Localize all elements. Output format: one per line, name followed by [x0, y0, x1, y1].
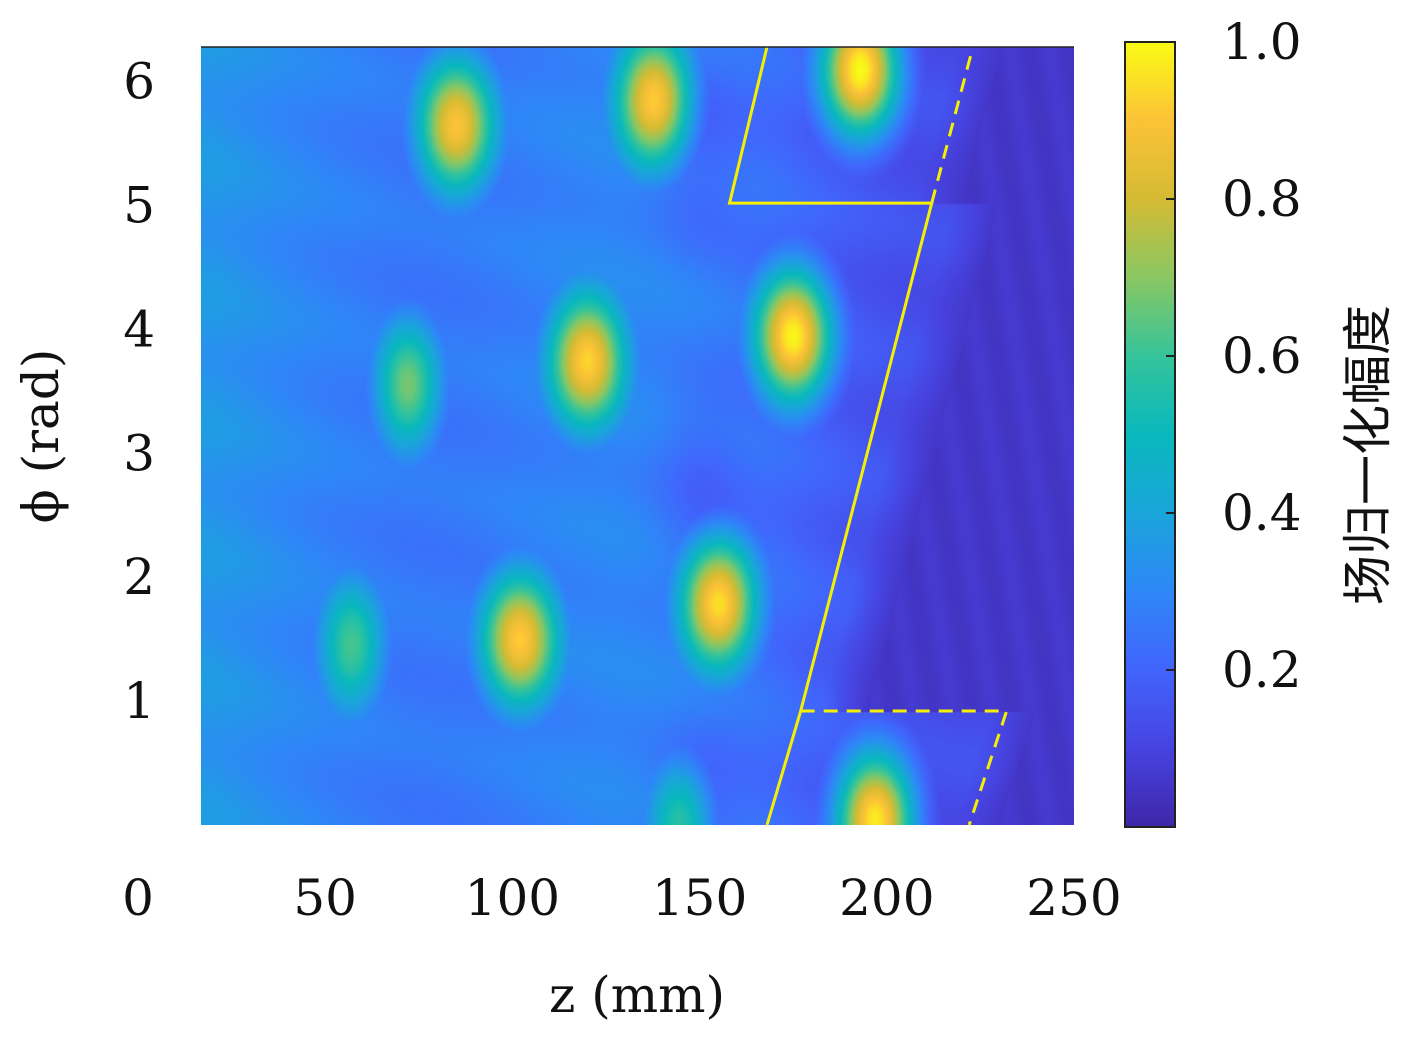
colorbar-title: 场归一化幅度	[1339, 305, 1397, 605]
heatmap-image	[201, 47, 1074, 825]
y-tick-label: 5	[123, 177, 155, 235]
colorbar: 0.2 0.4 0.6 0.8 1.0 场归一化幅度	[1124, 13, 1397, 828]
y-axis-ticks: 1 2 3 4 5 6	[123, 53, 155, 730]
x-tick-label: 50	[293, 869, 357, 927]
x-tick-label: 0	[122, 869, 154, 927]
colorbar-ticks: 0.2 0.4 0.6 0.8 1.0	[1166, 13, 1302, 699]
y-tick-label: 6	[123, 53, 155, 111]
colorbar-gradient	[1124, 41, 1176, 828]
colorbar-tick-label: 0.6	[1222, 327, 1302, 385]
x-axis-title: z (mm)	[549, 966, 725, 1024]
colorbar-tick-label: 1.0	[1222, 13, 1302, 71]
x-axis-ticks: 0 50 100 150 200 250	[122, 869, 1122, 927]
heatmap-plot-area	[201, 46, 1074, 825]
colorbar-tick-label: 0.2	[1222, 641, 1302, 699]
x-tick-label: 200	[839, 869, 934, 927]
y-tick-label: 2	[123, 548, 155, 606]
y-tick-label: 3	[123, 424, 155, 482]
x-tick-label: 250	[1026, 869, 1121, 927]
y-tick-label: 4	[123, 300, 155, 358]
boundary-lines	[727, 47, 1009, 825]
boundary-dashed-line-2	[930, 47, 975, 204]
y-axis-title: ϕ (rad)	[12, 349, 70, 524]
y-tick-label: 1	[123, 672, 155, 730]
x-tick-label: 150	[652, 869, 747, 927]
x-tick-label: 100	[465, 869, 560, 927]
colorbar-tick-label: 0.4	[1222, 484, 1302, 542]
boundary-dashed-line-1	[800, 709, 1009, 825]
colorbar-tick-label: 0.8	[1222, 170, 1302, 228]
